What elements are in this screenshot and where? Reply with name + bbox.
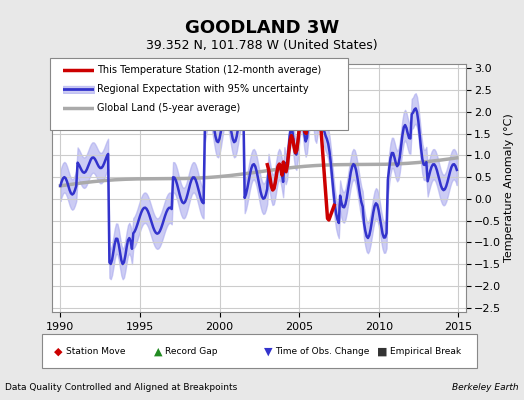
Text: Global Land (5-year average): Global Land (5-year average): [97, 104, 240, 114]
Text: Empirical Break: Empirical Break: [398, 350, 470, 358]
Text: This Temperature Station (12-month average): This Temperature Station (12-month avera…: [97, 65, 321, 75]
Text: Regional Expectation with 95% uncertainty: Regional Expectation with 95% uncertaint…: [97, 84, 309, 94]
Text: 39.352 N, 101.788 W (United States): 39.352 N, 101.788 W (United States): [146, 40, 378, 52]
Text: Empirical Break: Empirical Break: [390, 347, 462, 356]
Text: GOODLAND 3W: GOODLAND 3W: [185, 19, 339, 37]
Text: This Temperature Station (12-month average): This Temperature Station (12-month avera…: [97, 65, 321, 75]
Text: Record Gap: Record Gap: [173, 350, 225, 358]
Text: ▼: ▼: [264, 346, 272, 356]
Text: ◆: ◆: [54, 346, 63, 356]
Text: ▲: ▲: [151, 349, 158, 359]
Text: ■: ■: [375, 349, 385, 359]
Text: Berkeley Earth: Berkeley Earth: [452, 384, 519, 392]
Text: Time of Obs. Change: Time of Obs. Change: [283, 350, 377, 358]
Text: Time of Obs. Change: Time of Obs. Change: [275, 347, 369, 356]
Text: ─: ─: [60, 82, 71, 101]
Text: Station Move: Station Move: [66, 347, 125, 356]
Text: ▲: ▲: [154, 346, 162, 356]
Text: Global Land (5-year average): Global Land (5-year average): [97, 104, 240, 114]
Text: ▼: ▼: [261, 349, 268, 359]
Y-axis label: Temperature Anomaly (°C): Temperature Anomaly (°C): [504, 114, 514, 262]
Text: Regional Expectation with 95% uncertainty: Regional Expectation with 95% uncertaint…: [97, 84, 309, 94]
Text: ◆: ◆: [51, 349, 59, 359]
Text: ■: ■: [377, 346, 388, 356]
Text: Station Move: Station Move: [73, 350, 133, 358]
Text: Record Gap: Record Gap: [165, 347, 217, 356]
Text: Data Quality Controlled and Aligned at Breakpoints: Data Quality Controlled and Aligned at B…: [5, 384, 237, 392]
